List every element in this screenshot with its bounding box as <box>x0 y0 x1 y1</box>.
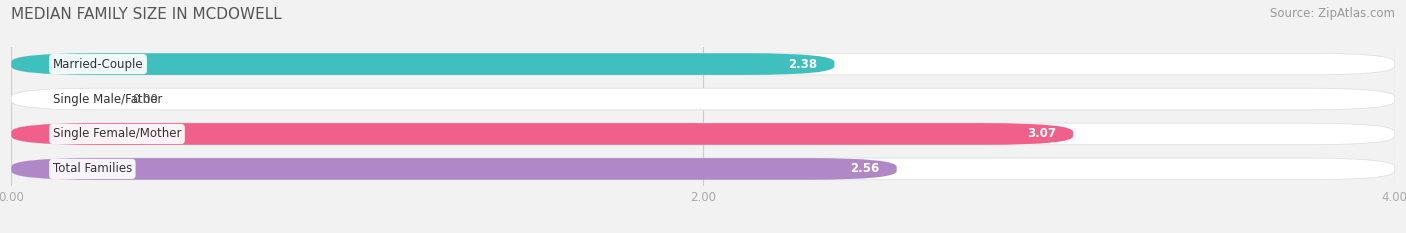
FancyBboxPatch shape <box>11 158 1395 180</box>
Text: Source: ZipAtlas.com: Source: ZipAtlas.com <box>1270 7 1395 20</box>
Text: 3.07: 3.07 <box>1026 127 1056 140</box>
FancyBboxPatch shape <box>11 123 1395 145</box>
Text: Single Male/Father: Single Male/Father <box>53 93 162 106</box>
FancyBboxPatch shape <box>11 53 1395 75</box>
FancyBboxPatch shape <box>11 88 1395 110</box>
Text: 2.56: 2.56 <box>851 162 879 175</box>
FancyBboxPatch shape <box>11 123 1073 145</box>
Text: Married-Couple: Married-Couple <box>53 58 143 71</box>
Text: Total Families: Total Families <box>53 162 132 175</box>
Text: MEDIAN FAMILY SIZE IN MCDOWELL: MEDIAN FAMILY SIZE IN MCDOWELL <box>11 7 283 22</box>
Text: 2.38: 2.38 <box>787 58 817 71</box>
FancyBboxPatch shape <box>11 158 897 180</box>
Text: 0.00: 0.00 <box>132 93 159 106</box>
Text: Single Female/Mother: Single Female/Mother <box>53 127 181 140</box>
FancyBboxPatch shape <box>11 53 834 75</box>
